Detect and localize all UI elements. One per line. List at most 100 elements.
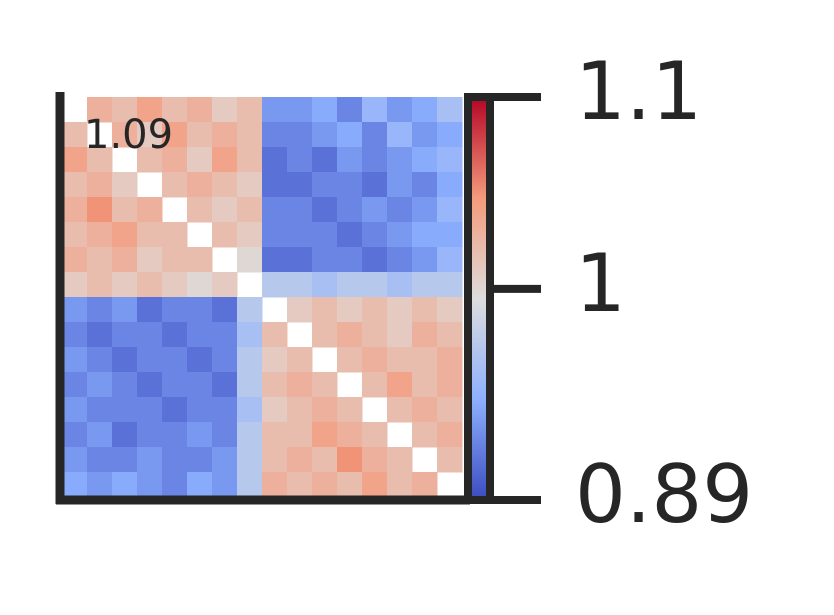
heatmap-cell <box>62 272 88 298</box>
heatmap-cell <box>212 97 238 123</box>
heatmap-cell <box>137 222 163 248</box>
heatmap-cell <box>112 347 138 373</box>
heatmap-cell <box>412 472 438 498</box>
heatmap-cell <box>237 97 263 123</box>
heatmap-cell <box>62 347 88 373</box>
heatmap-cell <box>62 297 88 323</box>
heatmap-cell <box>87 347 113 373</box>
heatmap-cell <box>362 447 388 473</box>
heatmap-cell <box>337 422 363 448</box>
heatmap-cell <box>187 122 213 148</box>
heatmap-cell <box>87 297 113 323</box>
heatmap-cell <box>362 322 388 348</box>
heatmap-cell <box>312 222 338 248</box>
heatmap-cell <box>62 222 88 248</box>
heatmap-cell <box>287 472 313 498</box>
heatmap-cell <box>262 272 288 298</box>
heatmap-cell <box>437 347 463 373</box>
heatmap-cell <box>162 222 188 248</box>
heatmap-cell <box>337 97 363 123</box>
heatmap-cell <box>137 247 163 273</box>
heatmap-cell <box>437 222 463 248</box>
heatmap-cell <box>87 247 113 273</box>
heatmap-cell <box>287 372 313 398</box>
heatmap-cell <box>237 322 263 348</box>
heatmap-cell <box>212 147 238 173</box>
heatmap-cell <box>137 347 163 373</box>
heatmap-cell <box>112 472 138 498</box>
heatmap-cell <box>362 372 388 398</box>
heatmap-cell <box>212 422 238 448</box>
heatmap-cell <box>287 197 313 223</box>
heatmap-cell <box>187 97 213 123</box>
heatmap-cell <box>212 472 238 498</box>
heatmap-cell <box>187 297 213 323</box>
heatmap-cell <box>412 297 438 323</box>
heatmap-cell <box>437 447 463 473</box>
heatmap-cell <box>262 472 288 498</box>
heatmap-cell <box>137 322 163 348</box>
heatmap-cell <box>262 347 288 373</box>
heatmap-cell <box>337 122 363 148</box>
heatmap-cell <box>162 447 188 473</box>
heatmap-cell <box>412 397 438 423</box>
heatmap-cell <box>312 372 338 398</box>
heatmap-cell <box>87 372 113 398</box>
heatmap-cell <box>287 397 313 423</box>
heatmap-cell <box>237 347 263 373</box>
heatmap-cell <box>87 447 113 473</box>
heatmap-cell <box>112 397 138 423</box>
heatmap-cell <box>262 97 288 123</box>
heatmap-cell <box>312 197 338 223</box>
heatmap-cell <box>87 272 113 298</box>
heatmap-cell <box>212 372 238 398</box>
heatmap-cell <box>237 122 263 148</box>
heatmap-cell <box>312 447 338 473</box>
heatmap-cell <box>112 97 138 123</box>
heatmap-cell <box>187 197 213 223</box>
heatmap-cell <box>412 222 438 248</box>
heatmap-cell <box>62 447 88 473</box>
heatmap-cell <box>187 447 213 473</box>
heatmap-cell <box>362 247 388 273</box>
heatmap-cell <box>337 147 363 173</box>
heatmap-cell <box>387 297 413 323</box>
heatmap-cell <box>412 247 438 273</box>
heatmap-cell <box>337 172 363 198</box>
heatmap-cell <box>112 222 138 248</box>
heatmap-cell <box>437 97 463 123</box>
heatmap-cell <box>62 247 88 273</box>
heatmap-cell <box>162 272 188 298</box>
heatmap-cell <box>187 272 213 298</box>
heatmap-cell <box>162 397 188 423</box>
heatmap-cell <box>362 147 388 173</box>
heatmap-cell <box>437 122 463 148</box>
heatmap-cell <box>87 172 113 198</box>
heatmap-cell <box>62 422 88 448</box>
heatmap-cell <box>362 197 388 223</box>
heatmap-cell <box>287 222 313 248</box>
heatmap-cell <box>212 222 238 248</box>
heatmap-cell <box>87 97 113 123</box>
heatmap-cell <box>362 272 388 298</box>
heatmap-cell <box>412 172 438 198</box>
heatmap-cell <box>162 297 188 323</box>
heatmap-cell <box>237 197 263 223</box>
heatmap-cell <box>312 472 338 498</box>
heatmap-cell <box>412 97 438 123</box>
heatmap-cell <box>112 322 138 348</box>
heatmap-cell <box>287 172 313 198</box>
heatmap-cell <box>137 197 163 223</box>
heatmap-cell <box>262 197 288 223</box>
heatmap-cell <box>87 222 113 248</box>
heatmap-cell <box>212 272 238 298</box>
heatmap-cell <box>212 122 238 148</box>
heatmap-cell <box>62 472 88 498</box>
heatmap-cell <box>62 197 88 223</box>
heatmap-cell <box>112 272 138 298</box>
heatmap-cell <box>437 297 463 323</box>
heatmap-cell <box>362 222 388 248</box>
heatmap-cell <box>137 397 163 423</box>
heatmap-cell <box>137 122 163 148</box>
